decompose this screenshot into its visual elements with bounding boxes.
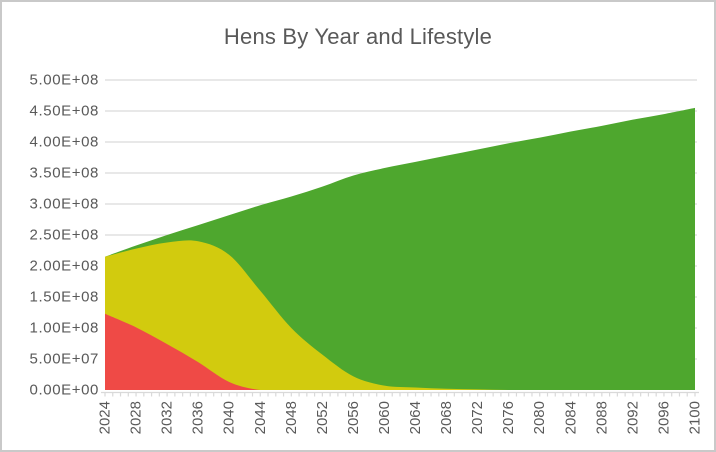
x-tick-label: 2084 — [562, 401, 579, 434]
area-yellow — [105, 240, 695, 390]
x-tick-label: 2024 — [97, 401, 114, 434]
y-tick-label: 3.50E+08 — [30, 165, 99, 182]
x-tick-label: 2060 — [376, 401, 393, 434]
x-tick-label: 2052 — [314, 401, 331, 434]
y-tick-label: 4.00E+08 — [30, 134, 99, 151]
x-tick-label: 2076 — [500, 401, 517, 434]
y-tick-label: 2.50E+08 — [30, 227, 99, 244]
y-tick-label: 4.50E+08 — [30, 103, 99, 120]
area-red — [105, 313, 695, 390]
y-tick-label: 1.50E+08 — [30, 289, 99, 306]
x-tick-label: 2092 — [624, 401, 641, 434]
x-tick-label: 2056 — [345, 401, 362, 434]
x-tick-label: 2040 — [221, 401, 238, 434]
plot-areas — [105, 107, 695, 391]
y-axis-labels: 0.00E+00 5.00E+07 1.00E+08 1.50E+08 2.00E+08… — [30, 72, 99, 399]
x-tick-label: 2068 — [438, 401, 455, 434]
y-tick-label: 5.00E+08 — [30, 72, 99, 89]
y-tick-label: 0.00E+00 — [30, 382, 99, 399]
x-tick-label: 2028 — [128, 401, 145, 434]
x-tick-label: 2072 — [469, 401, 486, 434]
x-tick-label: 2032 — [159, 401, 176, 434]
x-tick-label: 2080 — [531, 401, 548, 434]
x-axis — [101, 391, 699, 397]
x-tick-label: 2044 — [252, 401, 269, 434]
y-tick-label: 2.00E+08 — [30, 258, 99, 275]
y-tick-label: 3.00E+08 — [30, 196, 99, 213]
x-tick-label: 2048 — [283, 401, 300, 434]
x-axis-labels: 2024 2028 2032 2036 2040 2044 2048 2052 2056 2060… — [97, 401, 704, 434]
y-tick-label: 1.00E+08 — [30, 320, 99, 337]
x-tick-label: 2096 — [655, 401, 672, 434]
x-tick-label: 2036 — [190, 401, 207, 434]
x-tick-label: 2064 — [407, 401, 424, 434]
y-tick-label: 5.00E+07 — [30, 351, 99, 368]
chart-title: Hens By Year and Lifestyle — [223, 24, 493, 49]
x-tick-label: 2100 — [687, 401, 704, 434]
x-tick-label: 2088 — [593, 401, 610, 434]
